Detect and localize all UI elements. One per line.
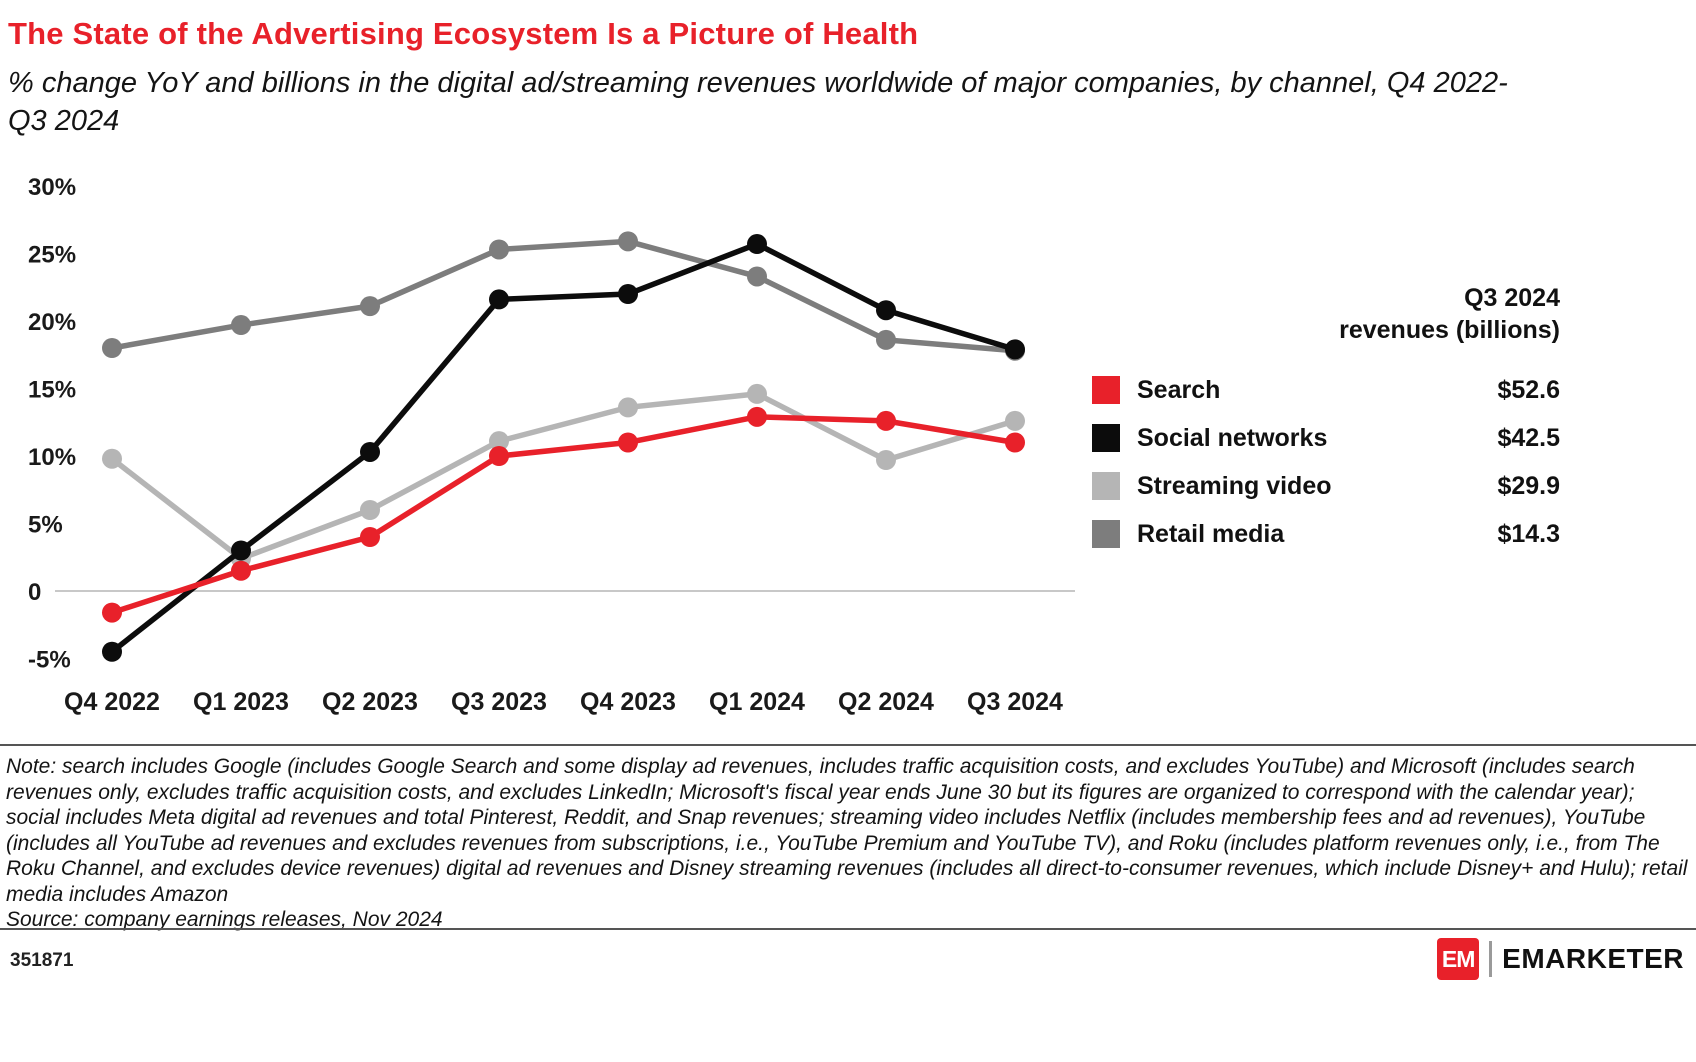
legend-item: Search $52.6 <box>1092 366 1560 414</box>
legend-header: Q3 2024 revenues (billions) <box>1092 283 1560 346</box>
legend-swatch <box>1092 376 1120 404</box>
svg-text:25%: 25% <box>28 242 76 269</box>
chart-legend: Q3 2024 revenues (billions) Search $52.6 S… <box>1092 283 1560 558</box>
legend-swatch <box>1092 424 1120 452</box>
chart-id: 351871 <box>10 950 74 971</box>
svg-text:Q2 2024: Q2 2024 <box>838 688 934 716</box>
logo-divider <box>1489 941 1493 977</box>
legend-revenue: $52.6 <box>1497 375 1560 404</box>
note-divider-line <box>0 744 1696 746</box>
emarketer-logo-icon: EM <box>1437 938 1480 980</box>
chart-title: The State of the Advertising Ecosystem I… <box>8 16 919 51</box>
svg-text:15%: 15% <box>28 377 76 404</box>
svg-text:5%: 5% <box>28 512 63 539</box>
legend-label: Retail media <box>1137 519 1285 548</box>
chart-header: The State of the Advertising Ecosystem I… <box>8 16 1568 141</box>
legend-item: Social networks $42.5 <box>1092 414 1560 462</box>
legend-header-line2: revenues (billions) <box>1339 315 1560 344</box>
svg-text:-5%: -5% <box>28 647 71 674</box>
legend-swatch <box>1092 472 1120 500</box>
svg-text:30%: 30% <box>28 174 76 201</box>
legend-revenue: $14.3 <box>1497 519 1560 548</box>
legend-label: Search <box>1137 375 1221 404</box>
emarketer-logo-text: EMARKETER <box>1502 943 1684 974</box>
svg-text:Q4 2023: Q4 2023 <box>580 688 676 716</box>
legend-swatch <box>1092 520 1120 548</box>
legend-label: Streaming video <box>1137 471 1332 500</box>
svg-text:20%: 20% <box>28 309 76 336</box>
legend-items: Search $52.6 Social networks $42.5 Streaming… <box>1092 366 1560 558</box>
svg-text:10%: 10% <box>28 444 76 471</box>
footer-divider-line <box>0 928 1696 930</box>
emarketer-logo: EM EMARKETER <box>1437 938 1684 980</box>
chart-subtitle: % change YoY and billions in the digital… <box>8 67 1508 138</box>
svg-text:Q3 2024: Q3 2024 <box>967 688 1063 716</box>
line-chart: 30% 25% 20% 15% 10% 5% 0 -5% Q4 2022 Q1 2023 Q2 20… <box>28 174 1075 716</box>
legend-revenue: $29.9 <box>1497 471 1560 500</box>
legend-item: Retail media $14.3 <box>1092 510 1560 558</box>
note-block: Note: search includes Google (includes G… <box>6 754 1690 933</box>
source-text: Source: company earnings releases, Nov 2… <box>6 908 443 931</box>
legend-revenue: $42.5 <box>1497 423 1560 452</box>
svg-text:0: 0 <box>28 579 41 606</box>
legend-label: Social networks <box>1137 423 1328 452</box>
note-text: Note: search includes Google (includes G… <box>6 755 1688 906</box>
legend-header-line1: Q3 2024 <box>1464 284 1560 312</box>
svg-text:Q3 2023: Q3 2023 <box>451 688 547 716</box>
svg-text:Q2 2023: Q2 2023 <box>322 688 418 716</box>
svg-text:Q1 2024: Q1 2024 <box>709 688 805 716</box>
svg-text:Q1 2023: Q1 2023 <box>193 688 289 716</box>
legend-item: Streaming video $29.9 <box>1092 462 1560 510</box>
svg-text:Q4 2022: Q4 2022 <box>64 688 160 716</box>
